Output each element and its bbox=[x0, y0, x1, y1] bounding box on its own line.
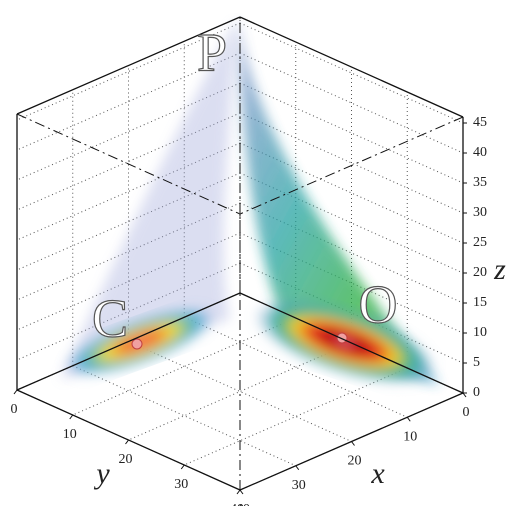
z-axis-label: z bbox=[493, 253, 506, 286]
grid-line bbox=[184, 367, 408, 466]
grid-line bbox=[128, 341, 352, 442]
fixed-point bbox=[336, 332, 348, 344]
box-edge bbox=[239, 16, 464, 118]
grid-line bbox=[239, 22, 464, 124]
x-tick-label: 30 bbox=[292, 478, 306, 493]
x-axis-label: x bbox=[370, 457, 385, 490]
z-tick-label: 35 bbox=[473, 175, 487, 190]
grid-line bbox=[16, 52, 241, 151]
x-tick-label: 20 bbox=[348, 454, 362, 469]
annotation: P bbox=[197, 22, 227, 82]
box-edge bbox=[239, 116, 464, 215]
grid-line bbox=[72, 317, 296, 416]
z-tick-label: 40 bbox=[473, 145, 487, 160]
box-edge bbox=[239, 292, 464, 394]
box bbox=[13, 16, 467, 495]
x-tick-label: 40 bbox=[236, 502, 250, 506]
grid-line bbox=[16, 22, 241, 121]
box-edge bbox=[16, 113, 241, 215]
z-tick-label: 0 bbox=[473, 385, 480, 400]
tick-mark bbox=[180, 464, 185, 470]
z-tick-label: 5 bbox=[473, 355, 480, 370]
z-tick-label: 10 bbox=[473, 325, 487, 340]
annotation: O bbox=[359, 274, 398, 334]
y-tick-label: 20 bbox=[119, 452, 133, 467]
z-tick-label: 15 bbox=[473, 295, 487, 310]
box-edge bbox=[16, 292, 241, 391]
tick-mark bbox=[351, 441, 355, 446]
z-tick-label: 30 bbox=[473, 205, 487, 220]
y-tick-label: 40 bbox=[230, 502, 244, 506]
density-wing bbox=[60, 20, 236, 380]
z-tick-label: 20 bbox=[473, 265, 487, 280]
y-axis-label: y bbox=[93, 457, 110, 490]
grid-line bbox=[239, 52, 464, 154]
tick-mark bbox=[406, 416, 411, 422]
tick-mark bbox=[69, 414, 74, 420]
x-tick-label: 10 bbox=[403, 429, 417, 444]
fixed-point bbox=[131, 338, 143, 350]
y-tick-label: 10 bbox=[63, 427, 77, 442]
z-tick-label: 25 bbox=[473, 235, 487, 250]
tick-mark bbox=[236, 489, 241, 495]
y-tick-label: 0 bbox=[11, 402, 18, 417]
tick-mark bbox=[125, 439, 129, 445]
density-wing bbox=[238, 15, 440, 385]
grid-line bbox=[72, 365, 296, 467]
box-edge bbox=[16, 16, 241, 115]
grid-line bbox=[239, 82, 464, 184]
density-field bbox=[60, 15, 440, 385]
z-tick-label: 45 bbox=[473, 115, 487, 130]
grid-line bbox=[184, 316, 408, 418]
tick-mark bbox=[462, 392, 467, 398]
tick-mark bbox=[13, 389, 18, 395]
tick-mark bbox=[295, 465, 300, 471]
x-tick-label: 0 bbox=[463, 405, 470, 420]
annotation: C bbox=[92, 288, 128, 348]
y-tick-label: 30 bbox=[174, 477, 188, 492]
grid-line bbox=[239, 112, 464, 214]
tick-mark bbox=[239, 489, 244, 495]
